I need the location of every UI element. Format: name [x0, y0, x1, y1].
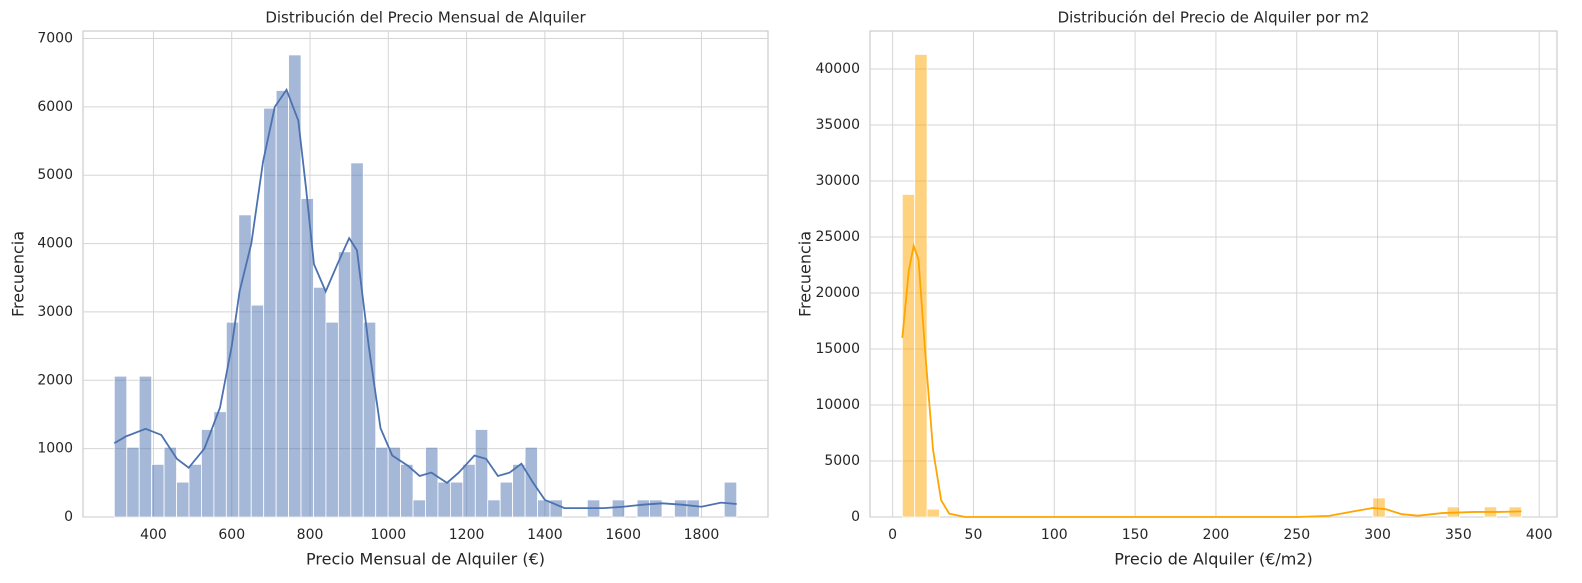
x-tick-label: 50: [965, 527, 983, 543]
histogram-bar: [313, 286, 327, 518]
kde-line: [113, 87, 737, 510]
histogram-bar: [901, 194, 916, 518]
histogram-bar: [250, 304, 265, 518]
histogram-bar: [674, 499, 688, 518]
x-tick-label: 1800: [684, 527, 720, 543]
y-tick-label: 25000: [815, 229, 860, 245]
histogram-bar: [350, 162, 364, 518]
x-tick-label: 1600: [605, 527, 641, 543]
histogram-bar: [437, 481, 451, 518]
y-tick-label: 7000: [37, 31, 73, 47]
histogram-bar: [636, 499, 650, 518]
x-tick-label: 400: [140, 527, 167, 543]
y-tick-label: 40000: [815, 61, 860, 77]
y-tick-label: 20000: [815, 285, 860, 301]
histogram-bar: [238, 214, 252, 518]
x-tick-label: 100: [1041, 527, 1068, 543]
y-tick-label: 6000: [37, 99, 73, 115]
histogram-bar: [163, 446, 177, 518]
histogram-bar: [375, 446, 389, 518]
histogram-bar: [926, 508, 940, 518]
x-tick-label: 350: [1445, 527, 1472, 543]
y-tick-label: 30000: [815, 173, 860, 189]
histogram-bar: [487, 499, 501, 518]
histogram-bar: [512, 463, 526, 518]
histogram-bar: [275, 90, 289, 518]
y-tick-label: 3000: [37, 304, 73, 320]
kde-line: [901, 242, 1522, 518]
y-tick-label: 1000: [37, 441, 73, 457]
x-tick-label: 1200: [449, 527, 485, 543]
chart-title: Distribución del Precio de Alquiler por …: [1058, 9, 1370, 27]
y-tick-label: 4000: [37, 236, 73, 252]
x-tick-label: 150: [1122, 527, 1149, 543]
chart-title: Distribución del Precio Mensual de Alqui…: [265, 9, 586, 27]
histogram-bar: [400, 463, 414, 518]
histogram-bar: [213, 411, 227, 518]
x-tick-label: 800: [297, 527, 324, 543]
histogram-bar: [723, 481, 738, 518]
histogram-bar: [325, 321, 339, 518]
histogram-bar: [126, 446, 140, 518]
y-axis-label: Frecuencia: [9, 231, 28, 317]
plot-frame: [82, 30, 769, 518]
y-tick-label: 2000: [37, 372, 73, 388]
x-axis-label: Precio Mensual de Alquiler (€): [306, 550, 545, 569]
y-tick-label: 0: [851, 509, 860, 525]
histogram-bar: [649, 499, 663, 518]
histogram-bar: [225, 321, 240, 518]
y-tick-label: 35000: [815, 117, 860, 133]
histogram-bar: [113, 375, 128, 518]
histogram-bar: [201, 429, 215, 518]
x-tick-label: 250: [1283, 527, 1310, 543]
histogram-bar: [686, 499, 700, 518]
x-tick-label: 1400: [527, 527, 563, 543]
histogram-bar: [499, 481, 514, 518]
histogram-bar: [263, 107, 277, 518]
histogram-bar: [151, 463, 165, 518]
histogram-bar: [462, 463, 476, 518]
y-tick-label: 15000: [815, 341, 860, 357]
y-tick-label: 10000: [815, 397, 860, 413]
x-tick-label: 400: [1526, 527, 1553, 543]
x-tick-label: 1000: [370, 527, 406, 543]
x-tick-label: 300: [1364, 527, 1391, 543]
histogram-bar: [449, 481, 464, 518]
x-tick-label: 200: [1203, 527, 1230, 543]
histogram-bar: [188, 463, 202, 518]
y-tick-label: 5000: [824, 453, 860, 469]
histogram-bar: [412, 499, 426, 518]
y-tick-label: 5000: [37, 167, 73, 183]
histogram-bar: [138, 375, 153, 518]
histogram-bar: [425, 446, 439, 518]
x-tick-label: 600: [218, 527, 245, 543]
histogram-bar: [524, 446, 538, 518]
histogram-bar: [611, 499, 626, 518]
x-tick-label: 0: [888, 527, 897, 543]
y-axis-label: Frecuencia: [796, 231, 815, 317]
histogram-bar: [474, 429, 489, 518]
x-axis-label: Precio de Alquiler (€/m2): [1114, 550, 1313, 569]
histogram-bar: [176, 481, 190, 518]
plot-frame: [869, 30, 1558, 518]
histogram-bar: [337, 251, 352, 518]
y-tick-label: 0: [64, 509, 73, 525]
histogram-bar: [537, 499, 551, 518]
